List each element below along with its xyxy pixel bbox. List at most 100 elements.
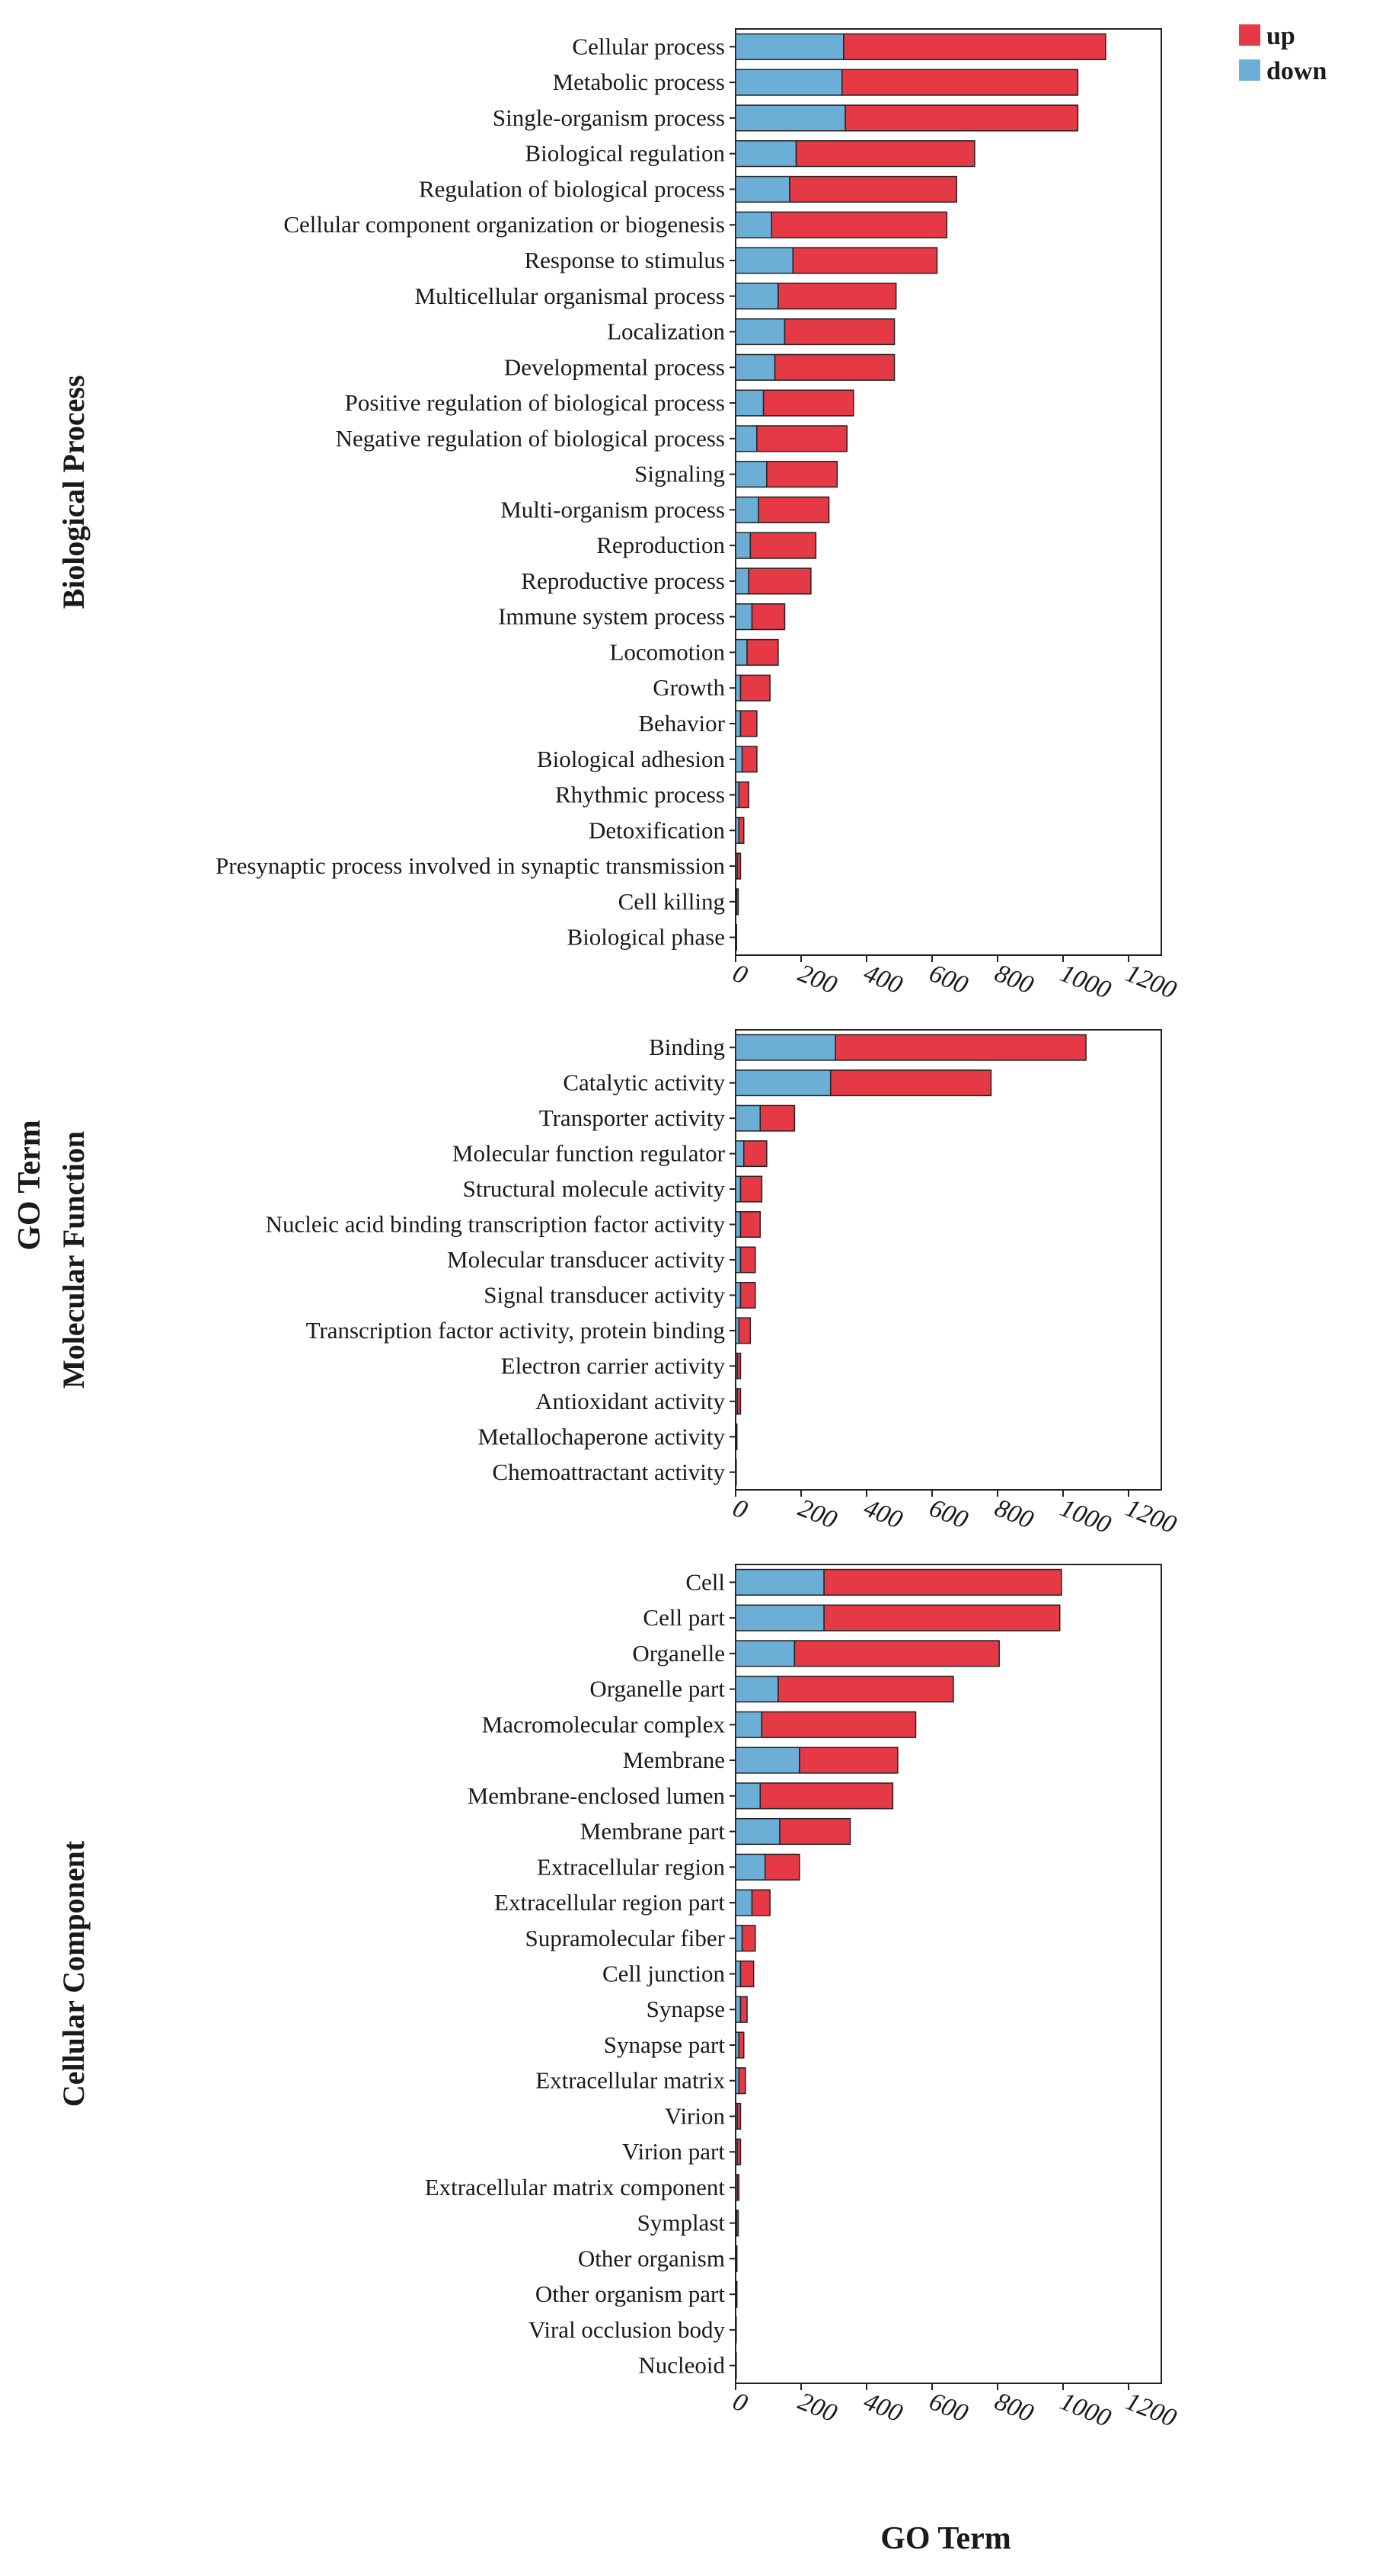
x-tick-label: 400 — [860, 959, 906, 999]
bar-up — [835, 1034, 1087, 1061]
bar-up — [739, 1996, 748, 2023]
bar-up — [739, 1960, 755, 1988]
category-label: Growth — [653, 674, 725, 701]
category-label: Reproductive process — [521, 567, 725, 594]
x-tick-label: 0 — [729, 959, 752, 990]
category-label: Supramolecular fiber — [525, 1925, 725, 1951]
x-tick-label: 1000 — [1056, 2387, 1115, 2433]
bar-up — [799, 1747, 899, 1774]
bar-down — [735, 638, 748, 666]
category-label: Catalytic activity — [563, 1069, 725, 1096]
bar-down — [735, 532, 752, 559]
bar-up — [738, 781, 749, 809]
bar-down — [735, 69, 843, 96]
bar-down — [735, 425, 758, 452]
category-label: Metallochaperone activity — [477, 1423, 725, 1449]
bar-down — [735, 461, 768, 488]
bar-up — [739, 674, 771, 702]
x-tick-label: 1200 — [1122, 2387, 1180, 2433]
bar-up — [829, 1069, 992, 1097]
category-label: Molecular function regulator — [452, 1140, 726, 1167]
bar-down — [735, 603, 753, 631]
bar-up — [789, 175, 957, 203]
bar-up — [749, 532, 817, 559]
legend-swatch-down — [1239, 59, 1260, 81]
bar-down — [735, 1604, 825, 1632]
category-label: Symplast — [637, 2210, 726, 2236]
bar-down — [735, 1711, 763, 1738]
x-tick-label: 600 — [925, 2387, 972, 2427]
category-label: Cell — [685, 1568, 725, 1595]
panel-title: Cellular Component — [56, 1840, 91, 2107]
category-label: Cell part — [643, 1604, 725, 1631]
bar-down — [735, 283, 779, 310]
chart-panels: Biological Process Cellular process Metabo… — [56, 28, 1180, 2433]
category-label: Cell killing — [618, 888, 725, 915]
bar-up — [736, 2174, 740, 2201]
category-label: Rhythmic process — [555, 781, 725, 808]
category-label: Binding — [649, 1034, 725, 1060]
category-label: Nucleoid — [638, 2352, 725, 2379]
bar-down — [735, 1034, 836, 1061]
bar-up — [736, 2280, 738, 2308]
bar-down — [735, 175, 790, 203]
category-label: Other organism part — [535, 2280, 725, 2307]
bar-down — [735, 1175, 742, 1203]
x-tick-label: 800 — [991, 959, 1037, 999]
category-label: Behavior — [638, 710, 725, 737]
bar-up — [736, 2245, 738, 2272]
category-label: Membrane part — [580, 1818, 726, 1845]
bar-down — [735, 33, 845, 60]
x-tick-label: 1000 — [1056, 959, 1115, 1005]
bar-up — [823, 1568, 1062, 1596]
category-label: Developmental process — [504, 353, 725, 380]
bar-down — [735, 1281, 742, 1309]
bar-up — [845, 104, 1079, 132]
bar-up — [759, 1782, 894, 1810]
bar-up — [793, 1640, 1000, 1667]
bar-down — [735, 1069, 832, 1097]
bar-up — [795, 140, 975, 168]
bar-up — [743, 1140, 768, 1168]
plot-frame — [735, 1029, 1162, 1491]
category-label: Presynaptic process involved in synaptic… — [216, 852, 725, 879]
bar-down — [735, 1211, 742, 1238]
category-label: Extracellular region — [537, 1853, 726, 1880]
bar-up — [759, 1104, 796, 1132]
bar-down — [735, 353, 776, 381]
category-label: Signal transducer activity — [484, 1281, 725, 1308]
x-axis-title: GO Term — [880, 2521, 1011, 2556]
legend-label-up: up — [1266, 22, 1295, 50]
category-label: Response to stimulus — [524, 247, 725, 273]
bar-up — [779, 1817, 851, 1846]
bar-down — [735, 1640, 796, 1667]
panel-title: Biological Process — [56, 376, 91, 609]
category-label: Metabolic process — [553, 69, 725, 95]
panel-molecular-function: Molecular Function Binding Catalytic activ… — [56, 1029, 1180, 1539]
bar-down — [735, 1925, 743, 1952]
bar-down — [735, 1747, 800, 1774]
bar-down — [735, 1782, 761, 1810]
bar-up — [736, 2102, 742, 2130]
category-label: Signaling — [634, 461, 725, 487]
bar-down — [735, 496, 759, 523]
category-label: Locomotion — [609, 638, 725, 665]
category-label: Electron carrier activity — [501, 1352, 726, 1379]
category-label: Localization — [607, 318, 725, 345]
category-label: Membrane — [623, 1747, 725, 1773]
bar-up — [738, 1317, 752, 1344]
category-label: Nucleic acid binding transcription facto… — [266, 1211, 726, 1238]
plot-frame — [735, 28, 1162, 956]
x-tick-label: 0 — [729, 1494, 752, 1525]
legend-label-down: down — [1266, 57, 1327, 85]
category-label: Structural molecule activity — [463, 1175, 726, 1202]
bar-up — [739, 1246, 756, 1274]
category-label: Detoxification — [589, 817, 726, 843]
bar-down — [735, 1140, 745, 1168]
x-tick-label: 800 — [991, 2387, 1037, 2427]
panel-title: Molecular Function — [56, 1131, 91, 1389]
bar-up — [739, 1175, 763, 1203]
category-label: Extracellular matrix — [535, 2067, 725, 2094]
category-label: Transporter activity — [539, 1104, 726, 1131]
bar-up — [738, 817, 745, 844]
